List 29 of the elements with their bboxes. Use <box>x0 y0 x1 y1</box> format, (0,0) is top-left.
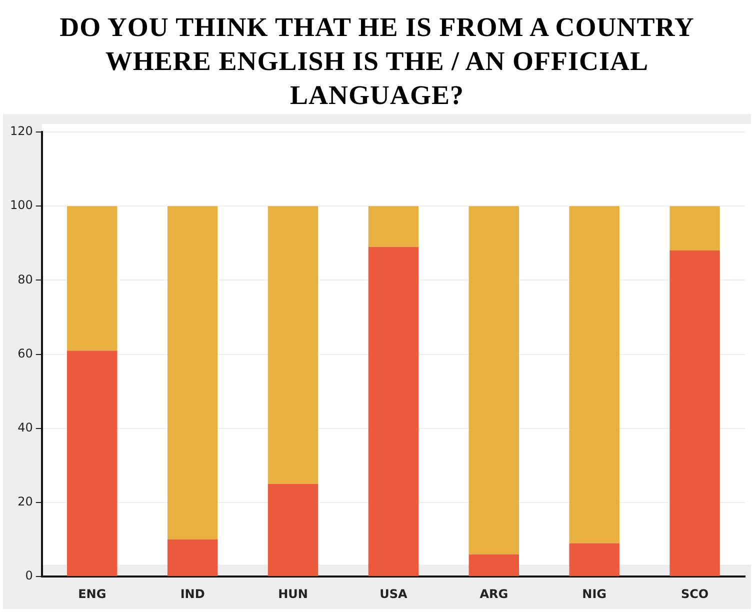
x-tick-label: SCO <box>680 586 709 601</box>
bar <box>268 484 318 576</box>
bar <box>468 206 520 554</box>
bar <box>67 350 118 576</box>
x-tick-label: NIG <box>582 586 607 601</box>
bar <box>569 206 620 544</box>
x-tick-label: IND <box>180 586 205 601</box>
y-tick-label: 20 <box>18 494 33 509</box>
y-tick-label: 80 <box>18 272 33 286</box>
x-tick-label: ENG <box>78 586 106 601</box>
x-tick-label: HUN <box>278 586 308 601</box>
bar <box>368 206 419 247</box>
bar <box>268 206 318 484</box>
y-tick-label: 0 <box>25 568 33 583</box>
y-tick-label: 120 <box>10 124 33 138</box>
bar <box>167 206 218 540</box>
y-tick-label: 60 <box>18 346 33 360</box>
chart-title: DO YOU THINK THAT HE IS FROM A COUNTRY WHERE ENGLISH IS THE / AN OFFICIAL LANGUAGE? <box>58 11 696 112</box>
bar <box>167 540 218 576</box>
bar <box>67 206 118 351</box>
bar <box>368 246 419 576</box>
x-tick-label: ARG <box>480 586 508 601</box>
bar <box>569 543 620 576</box>
bar <box>670 250 720 576</box>
x-tick-label: USA <box>380 586 408 601</box>
y-tick-label: 100 <box>10 198 33 212</box>
y-tick-label: 40 <box>18 420 33 435</box>
bar <box>468 554 520 576</box>
bar <box>670 206 720 251</box>
